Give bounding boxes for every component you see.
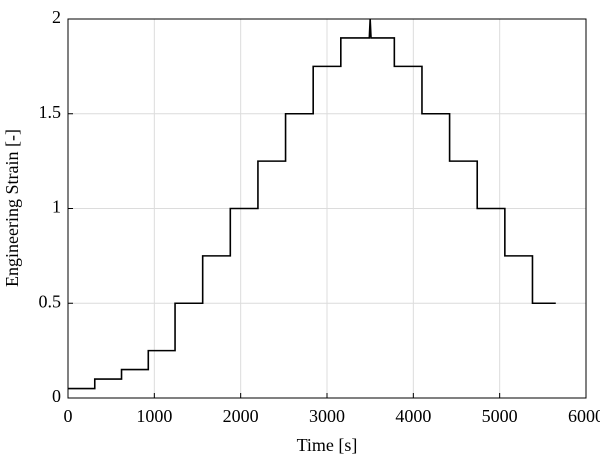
x-axis-label: Time [s] — [297, 435, 358, 455]
plot-frame — [67, 18, 587, 399]
y-tick-label: 1.5 — [39, 102, 62, 122]
x-tick-label: 4000 — [395, 406, 431, 426]
y-tick-label: 0.5 — [39, 291, 62, 311]
x-tick-label: 3000 — [309, 406, 345, 426]
y-axis-label: Engineering Strain [-] — [2, 129, 22, 287]
x-tick-label: 2000 — [223, 406, 259, 426]
y-tick-label: 1 — [52, 197, 61, 217]
line-series — [68, 18, 556, 390]
x-tick-label: 5000 — [482, 406, 518, 426]
y-tick-label: 0 — [52, 386, 61, 406]
y-tick-label: 2 — [52, 7, 61, 27]
x-tick-label: 6000 — [568, 406, 600, 426]
x-tick-label: 1000 — [136, 406, 172, 426]
x-tick-label: 0 — [64, 406, 73, 426]
